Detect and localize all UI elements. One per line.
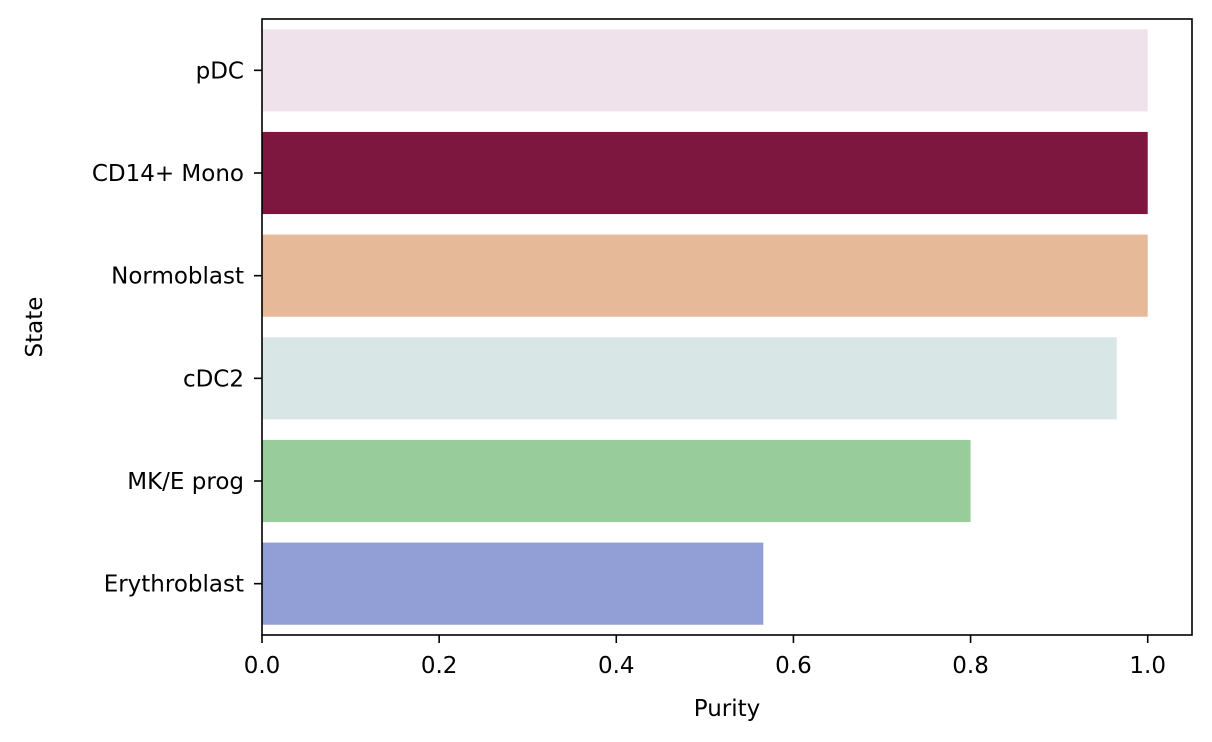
bars-group bbox=[262, 29, 1148, 625]
y-tick-label: MK/E prog bbox=[127, 469, 244, 495]
bar-cd14-mono bbox=[262, 131, 1148, 215]
bar-cdc2 bbox=[262, 337, 1117, 420]
x-tick-label: 0.8 bbox=[952, 653, 989, 679]
plot-frame bbox=[261, 18, 1193, 636]
bar-mk-e-prog bbox=[262, 439, 971, 523]
x-tick-label: 1.0 bbox=[1129, 653, 1166, 679]
y-tick-label: Normoblast bbox=[111, 264, 244, 290]
y-tick-label: Erythroblast bbox=[104, 572, 244, 598]
y-tick-label: cDC2 bbox=[183, 366, 244, 392]
x-tick-label: 0.6 bbox=[775, 653, 812, 679]
y-axis-title: State bbox=[22, 297, 48, 358]
bar-normoblast bbox=[262, 234, 1148, 317]
bar-erythroblast bbox=[262, 542, 764, 625]
x-tick-label: 0.0 bbox=[244, 653, 281, 679]
x-tick-label: 0.2 bbox=[421, 653, 458, 679]
y-tick-label: CD14+ Mono bbox=[92, 161, 244, 187]
x-tick-label: 0.4 bbox=[598, 653, 635, 679]
y-axis: pDC CD14+ Mono Normoblast cDC2 MK/E prog Eryt… bbox=[92, 58, 262, 598]
x-axis-title: Purity bbox=[694, 696, 761, 722]
x-axis: 0.0 0.2 0.4 0.6 0.8 1.0 bbox=[244, 635, 1166, 679]
y-tick-label: pDC bbox=[196, 58, 244, 84]
bar-pdc bbox=[262, 29, 1148, 112]
